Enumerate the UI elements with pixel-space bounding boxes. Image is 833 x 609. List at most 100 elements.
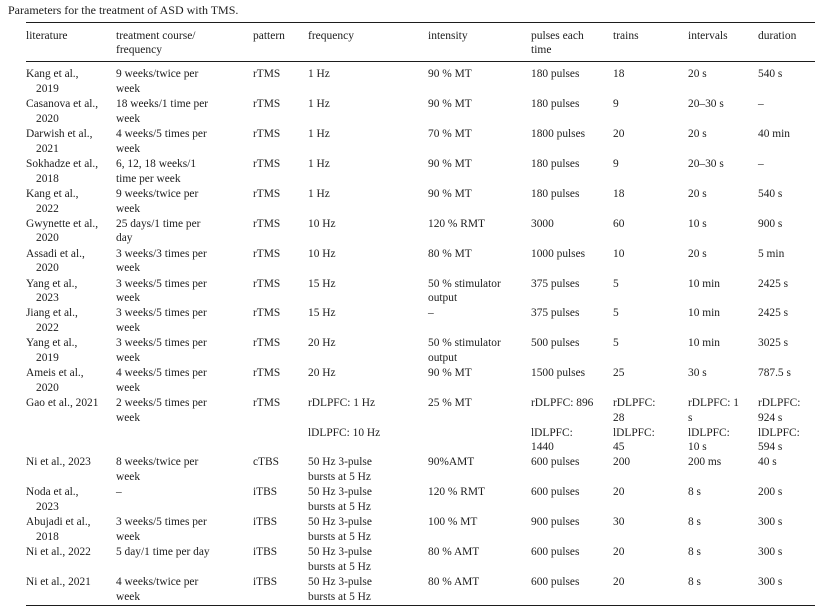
cell-text: 80 % MT — [428, 247, 472, 260]
column-header-intensity: intensity — [428, 22, 531, 63]
cell-trains: 18 — [613, 62, 688, 97]
cell-frequency: 10 Hz — [308, 246, 428, 276]
cell-pattern: rTMS — [253, 216, 308, 246]
cell-text: 25 — [613, 367, 625, 380]
cell-duration: 300 s — [758, 545, 815, 575]
column-header-duration: duration — [758, 22, 815, 63]
cell-intervals: 200 ms — [688, 455, 758, 485]
cell-literature: Kang et al., 2022 — [26, 186, 116, 216]
cell-trains: 9 — [613, 97, 688, 127]
cell-text: 300 s — [758, 546, 783, 559]
cell-text: iTBS — [253, 546, 278, 559]
cell-pulses-each-time: 600 pulses — [531, 545, 613, 575]
cell-text: Abujadi et al., 2018 — [26, 516, 91, 543]
table-row: Jiang et al., 2022 3 weeks/5 times per we… — [26, 306, 815, 336]
column-header-frequency: frequency — [308, 22, 428, 63]
cell-treatment-course-frequency: 6, 12, 18 weeks/1 time per week — [116, 156, 253, 186]
cell-duration: 540 s — [758, 186, 815, 216]
cell-pattern: iTBS — [253, 575, 308, 605]
cell-text: rTMS — [253, 98, 281, 111]
cell-literature: Darwish et al., 2021 — [26, 127, 116, 157]
cell-text: 600 pulses — [531, 546, 580, 559]
table-row: Gwynette et al., 2020 25 days/1 time per … — [26, 216, 815, 246]
cell-trains: 20 — [613, 545, 688, 575]
cell-text: 10 min — [688, 337, 720, 350]
cell-text: 500 pulses — [531, 337, 580, 350]
cell-frequency: 50 Hz 3-pulse bursts at 5 Hz — [308, 515, 428, 545]
cell-intensity: 100 % MT — [428, 515, 531, 545]
cell-intervals: 8 s — [688, 515, 758, 545]
cell-text: 200 s — [758, 486, 783, 499]
cell-duration: 3025 s — [758, 336, 815, 366]
table-row: Kang et al., 2019 9 weeks/twice per week r… — [26, 62, 815, 97]
cell-text: 80 % AMT — [428, 576, 480, 589]
cell-text: 600 pulses — [531, 486, 580, 499]
cell-text: 180 pulses — [531, 98, 580, 111]
cell-pattern: iTBS — [253, 515, 308, 545]
cell-frequency: 1 Hz — [308, 156, 428, 186]
cell-text: Assadi et al., 2020 — [26, 247, 85, 275]
cell-intervals: 20 s — [688, 186, 758, 216]
cell-pulses-each-time: 600 pulses — [531, 575, 613, 605]
cell-treatment-course-frequency: 5 day/1 time per day — [116, 545, 253, 575]
cell-text: 787.5 s — [758, 367, 791, 380]
cell-treatment-course-frequency: 3 weeks/5 times per week — [116, 336, 253, 366]
cell-text: 20 s — [688, 68, 707, 81]
cell-text: 8 s — [688, 546, 701, 559]
table-row: Abujadi et al., 2018 3 weeks/5 times per … — [26, 515, 815, 545]
cell-text: – — [758, 98, 764, 111]
cell-frequency: 1 Hz — [308, 97, 428, 127]
cell-trains: 9 — [613, 156, 688, 186]
cell-treatment-course-frequency: 9 weeks/twice per week — [116, 186, 253, 216]
cell-pattern: iTBS — [253, 545, 308, 575]
cell-text: 2 weeks/5 times per week — [116, 397, 207, 424]
cell-pulses-each-time: 600 pulses — [531, 455, 613, 485]
cell-text: 5 — [613, 337, 619, 350]
cell-pattern: rTMS — [253, 246, 308, 276]
cell-pulses-each-time: 1500 pulses — [531, 366, 613, 396]
cell-pulses-each-time: 180 pulses — [531, 186, 613, 216]
cell-text: – — [758, 157, 764, 170]
cell-text: 10 — [613, 247, 625, 260]
cell-trains: 18 — [613, 186, 688, 216]
cell-text: 50 Hz 3-pulse bursts at 5 Hz — [308, 576, 372, 603]
cell-trains: 20 — [613, 485, 688, 515]
column-header-pulses-each-time: pulses each time — [531, 22, 613, 63]
cell-pattern: cTBS — [253, 455, 308, 485]
cell-text: 1 Hz — [308, 98, 330, 111]
cell-text: 60 — [613, 217, 625, 230]
cell-trains: 5 — [613, 306, 688, 336]
cell-pattern: rTMS — [253, 62, 308, 97]
cell-intensity: 80 % AMT — [428, 575, 531, 605]
cell-frequency: 15 Hz — [308, 306, 428, 336]
cell-frequency: 10 Hz — [308, 216, 428, 246]
cell-duration: 900 s — [758, 216, 815, 246]
cell-text: 50 % stimulator output — [428, 337, 501, 365]
cell-text: rTMS — [253, 247, 281, 260]
cell-text: Kang et al., 2022 — [26, 187, 79, 215]
cell-intensity: 90 % MT — [428, 62, 531, 97]
cell-pattern: rTMS — [253, 366, 308, 396]
table-body: Kang et al., 2019 9 weeks/twice per week r… — [26, 62, 815, 605]
cell-duration: 200 s — [758, 485, 815, 515]
cell-text: 20 s — [688, 247, 707, 260]
cell-text: 50 Hz 3-pulse bursts at 5 Hz — [308, 546, 372, 573]
cell-text: 90 % MT — [428, 367, 472, 380]
cell-text: 90%AMT — [428, 456, 475, 469]
cell-duration: 787.5 s — [758, 366, 815, 396]
cell-duration: rDLPFC: 924 s lDLPFC: 594 s — [758, 396, 815, 455]
cell-text: 1 Hz — [308, 128, 330, 140]
cell-intervals: 8 s — [688, 545, 758, 575]
cell-intervals: 20 s — [688, 62, 758, 97]
cell-pattern: rTMS — [253, 306, 308, 336]
cell-frequency: 50 Hz 3-pulse bursts at 5 Hz — [308, 485, 428, 515]
cell-text: 40 min — [758, 128, 790, 140]
cell-treatment-course-frequency: 4 weeks/twice per week — [116, 575, 253, 605]
cell-text: 200 — [613, 456, 631, 469]
cell-text: Yang et al., 2023 — [26, 277, 78, 305]
cell-literature: Assadi et al., 2020 — [26, 246, 116, 276]
column-header-literature: literature — [26, 22, 116, 63]
cell-duration: 2425 s — [758, 306, 815, 336]
cell-pattern: rTMS — [253, 396, 308, 455]
table-row: Ni et al., 2023 8 weeks/twice per week cTB… — [26, 455, 815, 485]
